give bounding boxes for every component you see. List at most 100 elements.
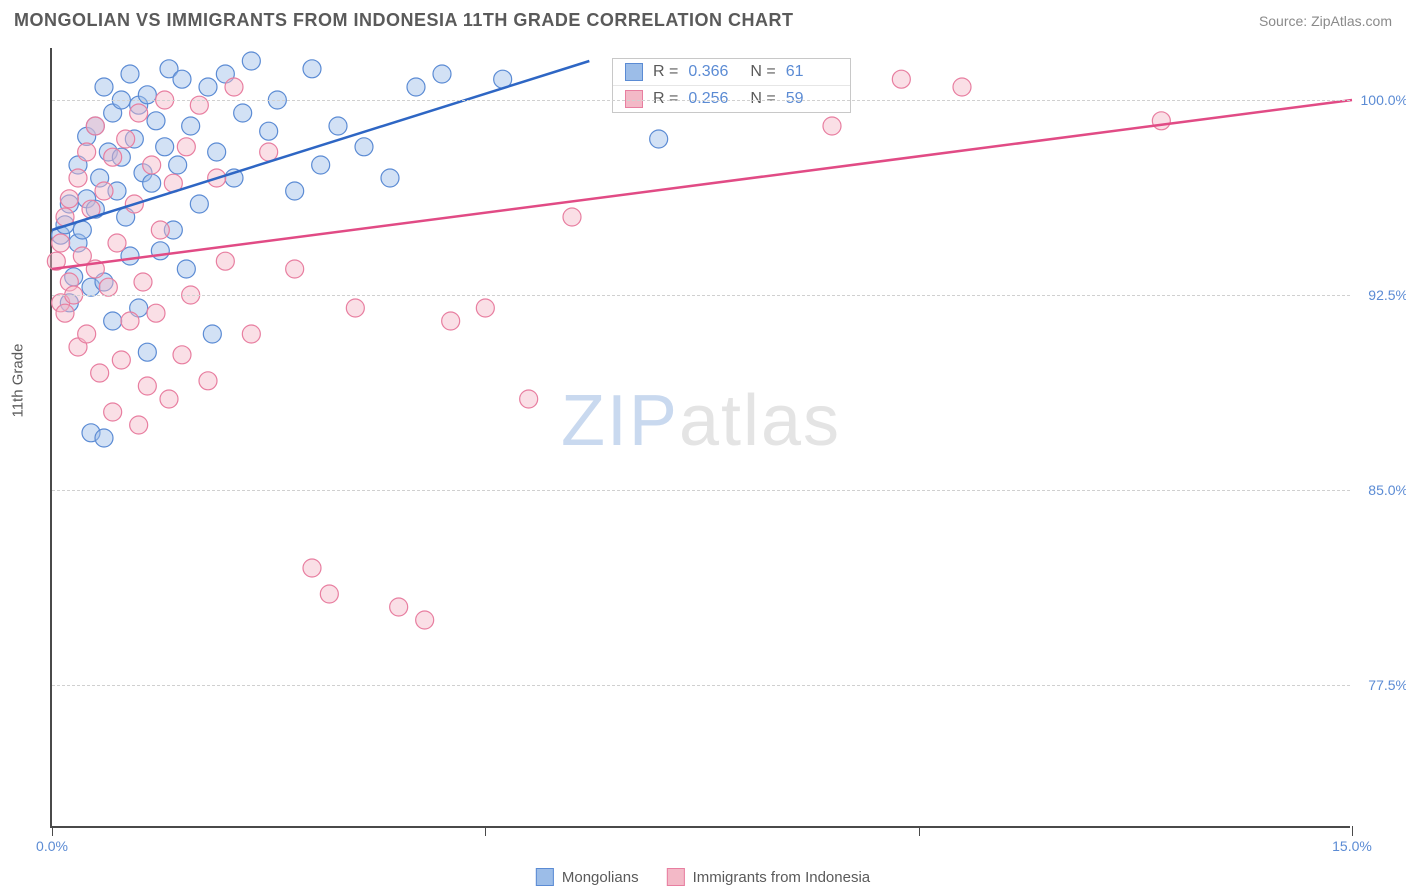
n-value-1: 61 — [786, 63, 838, 81]
data-point — [563, 208, 581, 226]
data-point — [130, 416, 148, 434]
data-point — [242, 325, 260, 343]
data-point — [177, 138, 195, 156]
gridline-h — [52, 100, 1350, 101]
data-point — [86, 117, 104, 135]
bottom-legend: Mongolians Immigrants from Indonesia — [536, 868, 870, 886]
data-point — [234, 104, 252, 122]
data-point — [312, 156, 330, 174]
data-point — [208, 143, 226, 161]
data-point — [303, 60, 321, 78]
swatch-bottom-1 — [536, 868, 554, 886]
swatch-bottom-2 — [667, 868, 685, 886]
data-point — [56, 304, 74, 322]
data-point — [147, 112, 165, 130]
data-point — [104, 403, 122, 421]
chart-plot-area: ZIPatlas R = 0.366 N = 61 R = 0.256 N = … — [50, 48, 1350, 828]
swatch-series2 — [625, 90, 643, 108]
gridline-h — [52, 685, 1350, 686]
data-point — [104, 148, 122, 166]
swatch-series1 — [625, 63, 643, 81]
data-point — [390, 598, 408, 616]
data-point — [203, 325, 221, 343]
legend-label-1: Mongolians — [562, 869, 639, 886]
data-point — [173, 346, 191, 364]
data-point — [138, 377, 156, 395]
y-tick-label: 85.0% — [1368, 482, 1406, 498]
data-point — [177, 260, 195, 278]
data-point — [260, 122, 278, 140]
x-tick-label: 0.0% — [36, 838, 68, 854]
y-axis-label: 11th Grade — [10, 344, 27, 418]
data-point — [416, 611, 434, 629]
r-value-1: 0.366 — [688, 63, 740, 81]
x-tick-label: 15.0% — [1332, 838, 1372, 854]
gridline-h — [52, 295, 1350, 296]
data-point — [476, 299, 494, 317]
data-point — [173, 70, 191, 88]
data-point — [346, 299, 364, 317]
data-point — [78, 143, 96, 161]
data-point — [104, 312, 122, 330]
data-point — [95, 78, 113, 96]
trend-line — [52, 100, 1352, 269]
data-point — [260, 143, 278, 161]
data-point — [381, 169, 399, 187]
data-point — [216, 252, 234, 270]
legend-item-1: Mongolians — [536, 868, 639, 886]
data-point — [78, 325, 96, 343]
data-point — [121, 312, 139, 330]
data-point — [134, 273, 152, 291]
legend-label-2: Immigrants from Indonesia — [693, 869, 871, 886]
data-point — [286, 182, 304, 200]
data-point — [52, 234, 70, 252]
data-point — [442, 312, 460, 330]
chart-title: MONGOLIAN VS IMMIGRANTS FROM INDONESIA 1… — [14, 10, 794, 31]
data-point — [147, 304, 165, 322]
data-point — [160, 390, 178, 408]
data-point — [286, 260, 304, 278]
data-point — [190, 96, 208, 114]
data-point — [130, 104, 148, 122]
data-point — [1152, 112, 1170, 130]
data-point — [121, 65, 139, 83]
chart-header: MONGOLIAN VS IMMIGRANTS FROM INDONESIA 1… — [14, 10, 1392, 31]
data-point — [151, 221, 169, 239]
data-point — [355, 138, 373, 156]
data-point — [99, 278, 117, 296]
data-point — [892, 70, 910, 88]
data-point — [242, 52, 260, 70]
data-point — [650, 130, 668, 148]
data-point — [182, 117, 200, 135]
x-tick — [52, 826, 53, 836]
x-tick — [1352, 826, 1353, 836]
data-point — [138, 343, 156, 361]
y-tick-label: 77.5% — [1368, 677, 1406, 693]
data-point — [69, 169, 87, 187]
source-label: Source: ZipAtlas.com — [1259, 13, 1392, 29]
data-point — [95, 182, 113, 200]
data-point — [117, 130, 135, 148]
legend-item-2: Immigrants from Indonesia — [667, 868, 871, 886]
data-point — [95, 429, 113, 447]
n-prefix: N = — [750, 90, 775, 108]
data-point — [151, 242, 169, 260]
data-point — [143, 156, 161, 174]
x-tick — [919, 826, 920, 836]
data-point — [156, 138, 174, 156]
n-prefix: N = — [750, 63, 775, 81]
data-point — [953, 78, 971, 96]
data-point — [225, 78, 243, 96]
data-point — [520, 390, 538, 408]
stats-row-1: R = 0.366 N = 61 — [613, 59, 850, 85]
x-tick — [485, 826, 486, 836]
data-point — [108, 234, 126, 252]
stats-row-2: R = 0.256 N = 59 — [613, 85, 850, 112]
data-point — [190, 195, 208, 213]
data-point — [91, 364, 109, 382]
r-value-2: 0.256 — [688, 90, 740, 108]
data-point — [143, 174, 161, 192]
data-point — [320, 585, 338, 603]
data-point — [407, 78, 425, 96]
data-point — [433, 65, 451, 83]
